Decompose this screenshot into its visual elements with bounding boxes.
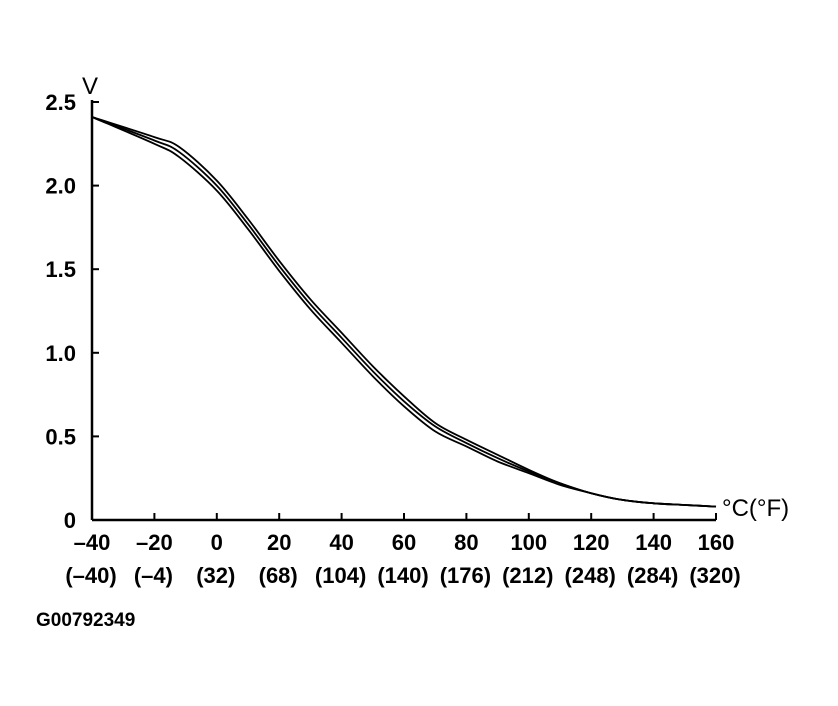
y-tick-label: 2.5: [45, 90, 76, 115]
x-tick-label-fahrenheit: (32): [196, 563, 235, 588]
x-tick-label: 20: [267, 530, 291, 555]
series-line-2: [91, 116, 717, 508]
x-tick-label: 140: [635, 530, 672, 555]
x-tick-label-fahrenheit: (104): [315, 563, 366, 588]
x-tick-label-fahrenheit: (–40): [65, 563, 116, 588]
y-axis-unit-label: V: [82, 73, 98, 100]
x-tick-label: 160: [698, 530, 735, 555]
y-axis-ticks: 0 0.5 1.0 1.5 2.0 2.5: [45, 90, 99, 533]
x-tick-label-fahrenheit: (176): [440, 563, 491, 588]
x-tick-label-fahrenheit: (–4): [134, 563, 173, 588]
x-tick-label-fahrenheit: (248): [565, 563, 616, 588]
x-tick-label: 40: [329, 530, 353, 555]
series-line-1: [91, 116, 717, 508]
y-tick-label: 0: [64, 508, 76, 533]
x-axis-ticks: –40 (–40) –20 (–4) 0 (32) 20 (68) 40 (104) 60 (140)…: [65, 513, 741, 588]
x-tick-label-fahrenheit: (320): [689, 563, 740, 588]
x-tick-label-fahrenheit: (68): [259, 563, 298, 588]
x-tick-label: 60: [392, 530, 416, 555]
x-tick-label: 80: [454, 530, 478, 555]
y-tick-label: 1.5: [45, 257, 76, 282]
x-tick-label-fahrenheit: (284): [627, 563, 678, 588]
x-tick-label: –40: [74, 530, 111, 555]
figure-id: G00792349: [36, 610, 136, 631]
x-tick-label-fahrenheit: (140): [377, 563, 428, 588]
x-tick-label: 100: [510, 530, 547, 555]
x-tick-label-fahrenheit: (212): [502, 563, 553, 588]
y-tick-label: 0.5: [45, 424, 76, 449]
x-tick-label: 120: [573, 530, 610, 555]
x-tick-label: 0: [211, 530, 223, 555]
series-line-3: [91, 116, 717, 508]
y-tick-label: 2.0: [45, 174, 76, 199]
plot-series: [91, 116, 717, 508]
y-tick-label: 1.0: [45, 341, 76, 366]
x-tick-label: –20: [136, 530, 173, 555]
x-axis-unit-label: °C(°F): [722, 495, 789, 522]
